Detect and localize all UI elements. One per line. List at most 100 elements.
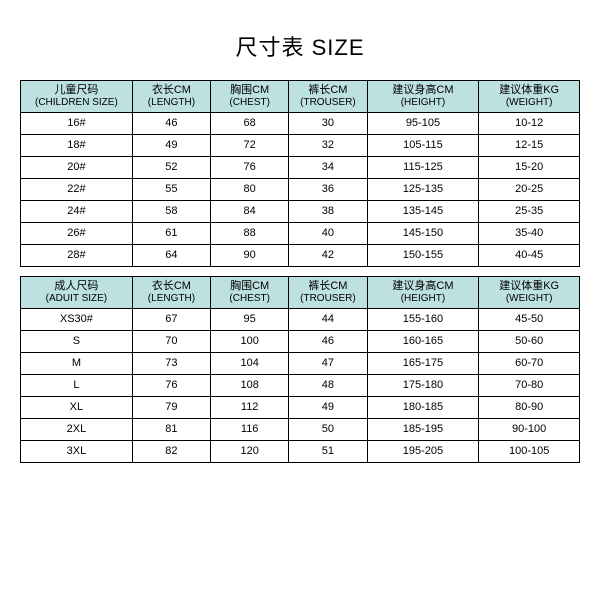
table-cell: 73 xyxy=(132,353,210,375)
column-header: 胸围CM(CHEST) xyxy=(211,81,289,113)
table-cell: 34 xyxy=(289,157,367,179)
table-cell: 44 xyxy=(289,309,367,331)
column-header: 建议身高CM(HEIGHT) xyxy=(367,277,479,309)
table-cell: 12-15 xyxy=(479,135,580,157)
header-cn: 建议体重KG xyxy=(481,84,577,97)
table-cell: 165-175 xyxy=(367,353,479,375)
table-cell: 185-195 xyxy=(367,419,479,441)
table-body: 儿童尺码(CHILDREN SIZE)衣长CM(LENGTH)胸围CM(CHES… xyxy=(21,81,580,463)
table-cell: 26# xyxy=(21,223,133,245)
table-cell: 82 xyxy=(132,441,210,463)
table-cell: 58 xyxy=(132,201,210,223)
table-cell: 40 xyxy=(289,223,367,245)
table-cell: 64 xyxy=(132,245,210,267)
table-cell: 145-150 xyxy=(367,223,479,245)
header-en: (TROUSER) xyxy=(291,97,364,109)
table-cell: 79 xyxy=(132,397,210,419)
table-cell: 125-135 xyxy=(367,179,479,201)
table-cell: 36 xyxy=(289,179,367,201)
table-cell: 90 xyxy=(211,245,289,267)
table-cell: 16# xyxy=(21,113,133,135)
table-row: 22#558036125-13520-25 xyxy=(21,179,580,201)
table-cell: 80-90 xyxy=(479,397,580,419)
table-cell: 18# xyxy=(21,135,133,157)
table-cell: 45-50 xyxy=(479,309,580,331)
header-cn: 建议体重KG xyxy=(481,280,577,293)
column-header: 衣长CM(LENGTH) xyxy=(132,277,210,309)
header-en: (CHILDREN SIZE) xyxy=(23,97,130,109)
size-table: 儿童尺码(CHILDREN SIZE)衣长CM(LENGTH)胸围CM(CHES… xyxy=(20,80,580,463)
table-cell: 108 xyxy=(211,375,289,397)
column-header: 胸围CM(CHEST) xyxy=(211,277,289,309)
table-cell: 46 xyxy=(289,331,367,353)
table-row: L7610848175-18070-80 xyxy=(21,375,580,397)
table-cell: 10-12 xyxy=(479,113,580,135)
table-cell: S xyxy=(21,331,133,353)
table-cell: 84 xyxy=(211,201,289,223)
table-cell: 120 xyxy=(211,441,289,463)
table-row: XS30#679544155-16045-50 xyxy=(21,309,580,331)
table-cell: 46 xyxy=(132,113,210,135)
table-cell: 47 xyxy=(289,353,367,375)
table-cell: 150-155 xyxy=(367,245,479,267)
header-en: (HEIGHT) xyxy=(370,97,477,109)
table-row: 26#618840145-15035-40 xyxy=(21,223,580,245)
column-header: 儿童尺码(CHILDREN SIZE) xyxy=(21,81,133,113)
table-cell: 50 xyxy=(289,419,367,441)
header-en: (LENGTH) xyxy=(135,97,208,109)
header-cn: 衣长CM xyxy=(135,84,208,97)
table-row: 3XL8212051195-205100-105 xyxy=(21,441,580,463)
page-title: 尺寸表 SIZE xyxy=(235,30,364,62)
table-cell: 70-80 xyxy=(479,375,580,397)
table-cell: 55 xyxy=(132,179,210,201)
header-cn: 建议身高CM xyxy=(370,84,477,97)
table-cell: 76 xyxy=(132,375,210,397)
header-en: (HEIGHT) xyxy=(370,293,477,305)
header-en: (LENGTH) xyxy=(135,293,208,305)
table-cell: 49 xyxy=(132,135,210,157)
table-cell: 175-180 xyxy=(367,375,479,397)
header-cn: 建议身高CM xyxy=(370,280,477,293)
header-en: (ADUIT SIZE) xyxy=(23,293,130,305)
table-cell: 116 xyxy=(211,419,289,441)
table-cell: 81 xyxy=(132,419,210,441)
header-cn: 胸围CM xyxy=(213,280,286,293)
table-cell: 48 xyxy=(289,375,367,397)
table-cell: 195-205 xyxy=(367,441,479,463)
column-header: 衣长CM(LENGTH) xyxy=(132,81,210,113)
table-cell: 88 xyxy=(211,223,289,245)
table-cell: 49 xyxy=(289,397,367,419)
table-cell: M xyxy=(21,353,133,375)
section-spacer xyxy=(21,267,580,277)
table-cell: 115-125 xyxy=(367,157,479,179)
column-header: 建议体重KG(WEIGHT) xyxy=(479,81,580,113)
table-cell: 68 xyxy=(211,113,289,135)
table-cell: 25-35 xyxy=(479,201,580,223)
table-cell: 30 xyxy=(289,113,367,135)
column-header: 裤长CM(TROUSER) xyxy=(289,81,367,113)
table-cell: 100-105 xyxy=(479,441,580,463)
table-row: 2XL8111650185-19590-100 xyxy=(21,419,580,441)
header-en: (CHEST) xyxy=(213,97,286,109)
table-cell: 67 xyxy=(132,309,210,331)
table-cell: 80 xyxy=(211,179,289,201)
table-row: 20#527634115-12515-20 xyxy=(21,157,580,179)
header-row-adult: 成人尺码(ADUIT SIZE)衣长CM(LENGTH)胸围CM(CHEST)裤… xyxy=(21,277,580,309)
header-cn: 胸围CM xyxy=(213,84,286,97)
header-en: (WEIGHT) xyxy=(481,293,577,305)
column-header: 成人尺码(ADUIT SIZE) xyxy=(21,277,133,309)
table-cell: 76 xyxy=(211,157,289,179)
header-cn: 裤长CM xyxy=(291,280,364,293)
table-row: 18#497232105-11512-15 xyxy=(21,135,580,157)
table-cell: 95 xyxy=(211,309,289,331)
table-cell: 104 xyxy=(211,353,289,375)
header-cn: 裤长CM xyxy=(291,84,364,97)
header-en: (TROUSER) xyxy=(291,293,364,305)
table-cell: XL xyxy=(21,397,133,419)
table-cell: 28# xyxy=(21,245,133,267)
table-cell: 2XL xyxy=(21,419,133,441)
table-cell: 38 xyxy=(289,201,367,223)
table-cell: 52 xyxy=(132,157,210,179)
header-en: (CHEST) xyxy=(213,293,286,305)
table-cell: 155-160 xyxy=(367,309,479,331)
